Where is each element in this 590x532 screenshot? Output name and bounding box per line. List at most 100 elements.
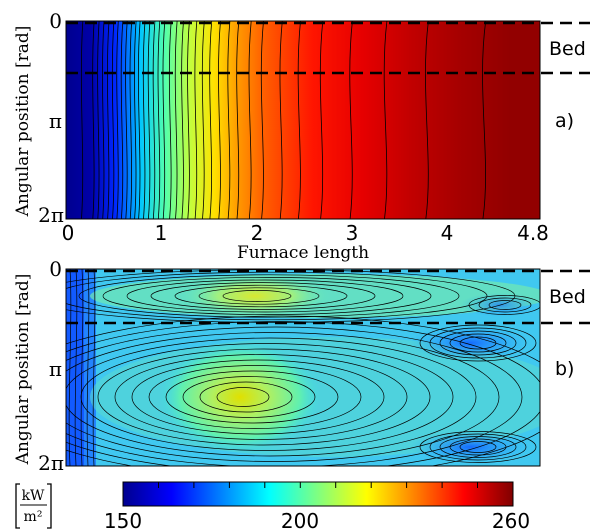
y-axis-label-a: Angular position [rad]: [13, 26, 33, 218]
contour-line: [102, 277, 432, 315]
plot-frame-a: [65, 20, 541, 220]
heatmap-a: [66, 21, 540, 219]
contour-line: [66, 326, 523, 466]
contour-line: [165, 370, 339, 424]
contour-line: [68, 269, 72, 466]
colorbar-tick-260: 260: [492, 509, 530, 532]
contour-line: [478, 297, 532, 313]
colorbar-unit-denominator: m²: [24, 509, 43, 525]
colorbar-tick-200: 200: [281, 509, 319, 532]
y-tick-a-0: 0: [49, 9, 62, 33]
contour-line: [187, 21, 190, 219]
contour-line: [125, 21, 128, 219]
panel-a: Bed a) 0 π 2π 0 1 2 3 4 4.8 Furnace leng…: [13, 9, 590, 263]
hotspot-freeboard: [160, 342, 320, 452]
contour-line: [222, 290, 292, 302]
contour-line: [148, 365, 362, 429]
colorbar-tick-150: 150: [104, 509, 142, 532]
contour-line: [66, 321, 540, 466]
x-tick-a-0: 0: [62, 221, 75, 245]
x-axis-label-a: Furnace length: [237, 243, 369, 263]
contour-line: [152, 21, 156, 219]
contour-line: [482, 21, 487, 219]
contour-line: [201, 21, 205, 219]
colorbar: 150 200 260 kW m²: [15, 481, 530, 532]
contour-line: [218, 21, 221, 219]
y-tick-a-pi: π: [49, 109, 62, 133]
x-tick-a-3: 3: [346, 221, 359, 245]
colorbar-ticks: [122, 482, 514, 488]
y-tick-b-pi: π: [49, 357, 62, 381]
contour-line: [449, 333, 507, 353]
contour-line: [111, 21, 115, 219]
contour-line: [279, 21, 283, 219]
colorbar-gradient: [122, 481, 514, 507]
contour-line: [80, 343, 454, 451]
contour-line: [174, 21, 178, 219]
contour-line: [78, 274, 460, 318]
contour-lines-b: [66, 269, 540, 466]
contour-line: [114, 354, 408, 440]
contour-line: [260, 21, 264, 219]
contour-line: [488, 300, 522, 310]
contour-line: [182, 376, 316, 418]
panel-b: Bed b) 0 π 2π Angular position [rad]: [13, 257, 590, 475]
contour-line: [150, 282, 376, 310]
contour-line: [80, 21, 84, 219]
contour-line: [419, 431, 537, 463]
contour-line: [97, 21, 100, 219]
contour-line: [429, 433, 527, 461]
contour-line: [319, 21, 324, 219]
contour-line: [227, 21, 231, 219]
contour-line: [174, 284, 348, 308]
contour-line: [439, 436, 517, 458]
contour-line: [199, 381, 293, 413]
contour-line: [383, 21, 388, 219]
contour-line: [86, 269, 90, 466]
contour-line: [137, 21, 141, 219]
x-tick-a-4: 4: [441, 221, 454, 245]
panel-label-a: a): [555, 110, 574, 132]
contour-line: [429, 327, 527, 359]
contour-line: [194, 21, 198, 219]
contour-line: [116, 21, 119, 219]
contour-line: [449, 438, 507, 456]
contour-line: [439, 330, 517, 356]
contour-line: [92, 269, 96, 466]
contour-line: [92, 21, 95, 219]
contour-line: [157, 21, 161, 219]
bed-label-a: Bed: [549, 38, 586, 60]
contour-line: [66, 337, 477, 457]
heatmap-b-features: [66, 269, 540, 466]
x-tick-a-2: 2: [251, 221, 264, 245]
contour-line: [126, 279, 404, 313]
contour-line: [120, 21, 124, 219]
y-tick-b-0: 0: [49, 257, 62, 281]
y-tick-b-2pi: 2π: [38, 451, 64, 475]
x-tick-a-4.8: 4.8: [517, 221, 549, 245]
colorbar-unit-numerator: kW: [22, 488, 45, 504]
plot-frame-b: [65, 268, 541, 467]
contour-line: [66, 332, 500, 462]
contour-line: [459, 441, 497, 453]
x-tick-a-1: 1: [155, 221, 168, 245]
contour-line: [248, 21, 252, 219]
contour-line: [459, 336, 497, 350]
panel-label-b: b): [555, 358, 574, 380]
contour-line: [80, 269, 84, 466]
colorbar-unit: kW m²: [15, 483, 52, 529]
contour-line: [425, 21, 429, 219]
y-axis-label-b: Angular position [rad]: [13, 274, 33, 466]
contour-lines-a: [80, 21, 487, 219]
contour-line: [209, 21, 213, 219]
contour-line: [349, 21, 353, 219]
contour-line: [162, 21, 166, 219]
contour-line: [129, 21, 133, 219]
contour-line: [147, 21, 151, 219]
y-tick-a-2pi: 2π: [38, 203, 64, 227]
contour-line: [134, 21, 137, 219]
contour-line: [181, 21, 184, 219]
contour-line: [236, 21, 240, 219]
contour-line: [142, 21, 146, 219]
